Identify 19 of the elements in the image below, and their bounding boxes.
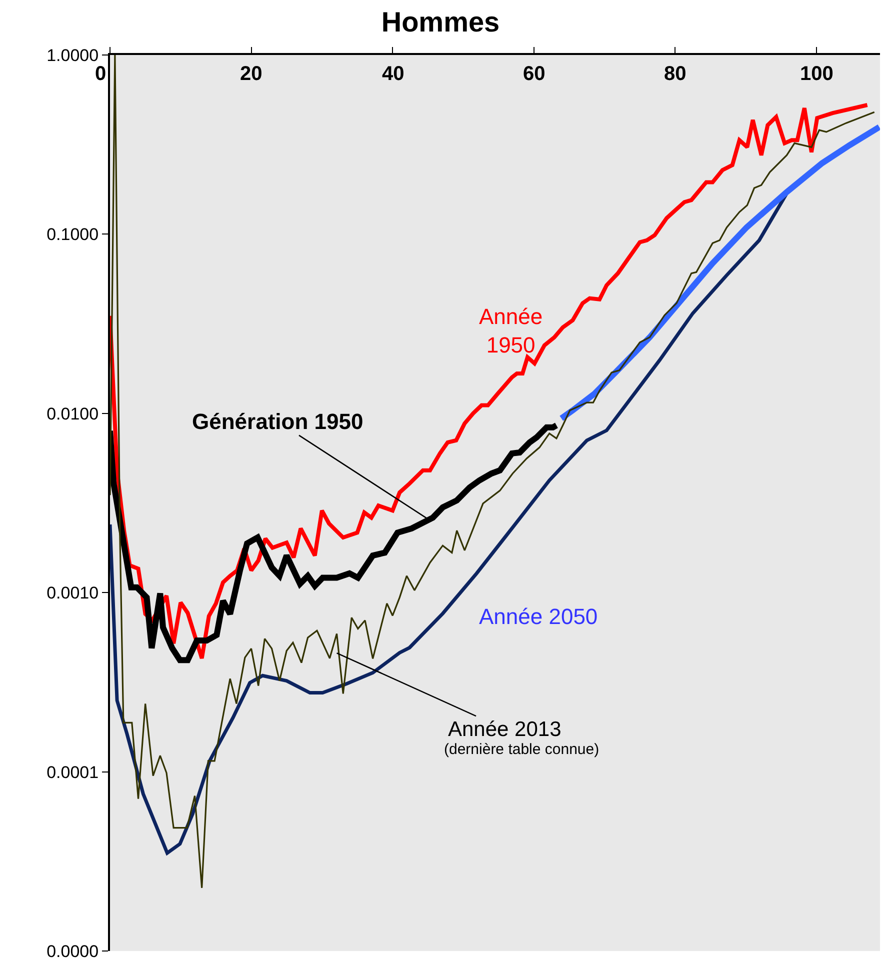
y-tick-label: 0.0010 xyxy=(46,584,99,603)
chart-title: Hommes xyxy=(381,6,500,38)
x-tick-label: 40 xyxy=(382,63,404,85)
x-tick-label: 100 xyxy=(800,63,834,85)
y-tick-label: 0.0000 xyxy=(46,942,99,961)
y-tick-label: 1.0000 xyxy=(46,46,99,65)
y-tick-label: 0.1000 xyxy=(46,225,99,244)
annotation: (dernière table connue) xyxy=(444,741,600,758)
x-tick-label: 60 xyxy=(523,63,546,85)
y-tick-label: 0.0001 xyxy=(46,762,99,782)
annotation: Année 1950 xyxy=(479,304,543,358)
line-series xyxy=(110,55,876,889)
annotation: Génération 1950 xyxy=(192,409,364,434)
x-tick-label: 0 xyxy=(95,63,106,85)
annotation: Année 2050 xyxy=(479,604,598,629)
y-tick-label: 0.0100 xyxy=(46,404,99,424)
x-tick-label: 80 xyxy=(664,63,686,85)
annotation: Année 2013 xyxy=(448,718,562,741)
x-tick-label: 20 xyxy=(240,63,262,85)
